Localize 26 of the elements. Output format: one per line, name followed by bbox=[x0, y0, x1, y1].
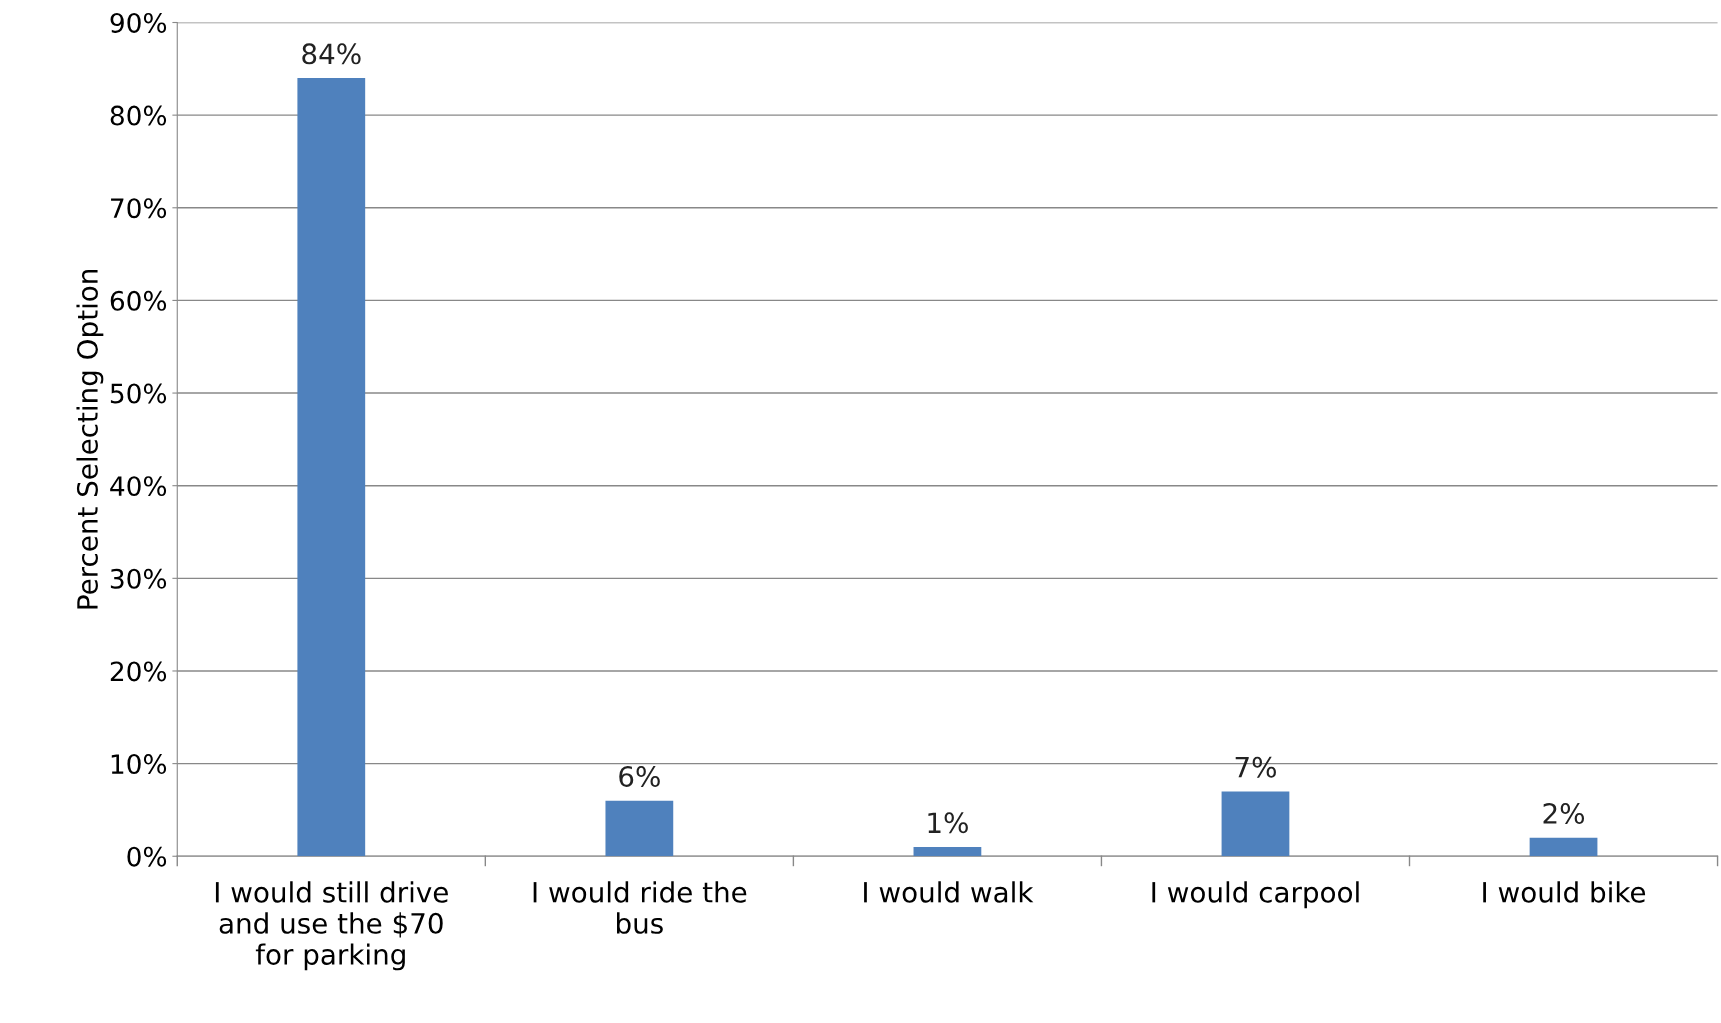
y-tick-label: 90% bbox=[110, 12, 167, 33]
y-tick-label: 40% bbox=[110, 476, 167, 497]
x-tick-label: I would walk bbox=[864, 881, 1034, 903]
data-label: 84% bbox=[302, 43, 361, 65]
bar bbox=[297, 78, 366, 857]
x-tick-label: I would still drive and use the $70 for parking bbox=[215, 881, 448, 971]
y-axis-title: Percent Selecting Option bbox=[76, 269, 104, 609]
y-tick-label: 20% bbox=[110, 661, 167, 682]
y-tick-label: 50% bbox=[110, 383, 167, 404]
bar bbox=[913, 846, 982, 857]
y-tick-label: 70% bbox=[111, 198, 167, 219]
data-label: 1% bbox=[928, 812, 968, 834]
x-tick-label: I would ride the bus bbox=[533, 881, 747, 934]
y-tick-label: 60% bbox=[110, 290, 167, 311]
bar bbox=[1529, 837, 1598, 857]
data-label: 6% bbox=[619, 765, 660, 787]
y-tick-label: 80% bbox=[110, 105, 167, 126]
data-label: 7% bbox=[1235, 756, 1276, 778]
y-tick-label: 10% bbox=[111, 754, 167, 775]
bar bbox=[605, 800, 674, 857]
y-tick-label: 30% bbox=[110, 568, 167, 589]
x-tick-label: I would carpool bbox=[1152, 881, 1359, 909]
x-tick-label: I would bike bbox=[1483, 881, 1646, 903]
y-tick-label: 0% bbox=[127, 846, 167, 867]
data-label: 2% bbox=[1543, 803, 1585, 825]
bar bbox=[1221, 791, 1290, 857]
